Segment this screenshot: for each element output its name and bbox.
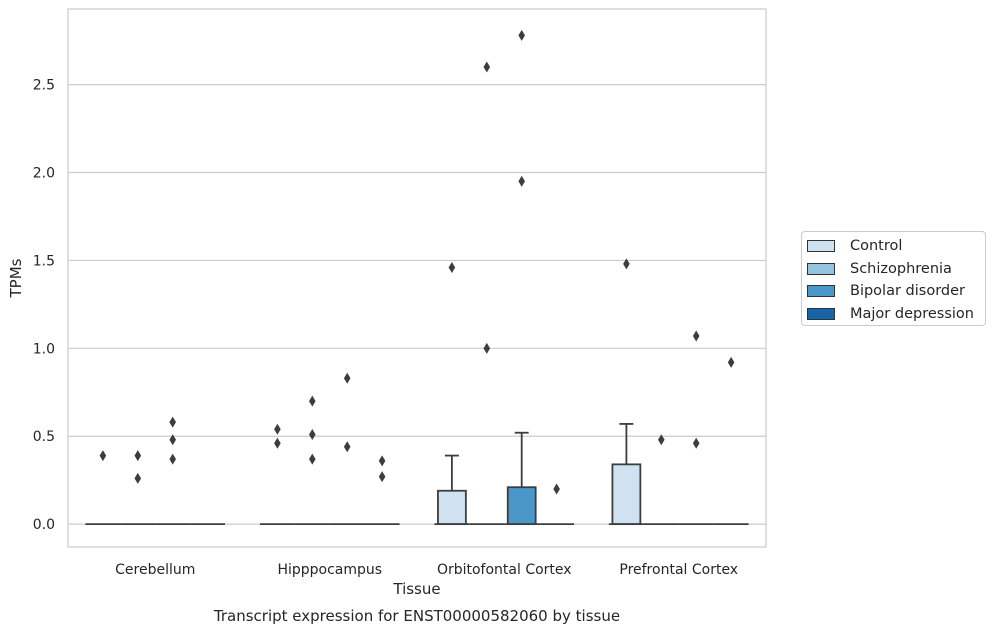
outlier-bipolar-disorder-hipppocampus-1 — [343, 372, 351, 384]
chart-title: Transcript expression for ENST0000058206… — [213, 607, 620, 625]
outlier-major-depression-hipppocampus-0 — [378, 471, 386, 483]
legend-label-control: Control — [850, 238, 903, 255]
outlier-bipolar-disorder-prefrontal-cortex-0 — [692, 437, 700, 449]
legend-item-bipolar-disorder: Bipolar disorder — [807, 280, 985, 303]
outlier-control-hipppocampus-0 — [274, 437, 281, 449]
y-tick-label-3: 1.5 — [33, 253, 55, 269]
x-tick-label-prefrontal-cortex: Prefrontal Cortex — [619, 562, 738, 578]
outlier-bipolar-disorder-cerebellum-1 — [169, 434, 176, 446]
outlier-schizophrenia-hipppocampus-1 — [309, 428, 316, 440]
outlier-schizophrenia-hipppocampus-0 — [309, 453, 316, 465]
outlier-schizophrenia-hipppocampus-2 — [309, 395, 316, 407]
x-tick-labels: Cerebellum Hipppocampus Orbitofontal Corte… — [115, 562, 738, 578]
y-tick-label-0: 0.0 — [33, 517, 55, 533]
box-control-prefrontal-cortex — [608, 423, 644, 526]
outlier-control-hipppocampus-1 — [274, 423, 281, 435]
outlier-major-depression-orbitofontal-cortex-0 — [553, 483, 560, 495]
y-tick-label-4: 2.0 — [33, 166, 55, 182]
outlier-bipolar-disorder-prefrontal-cortex-1 — [692, 330, 700, 342]
x-axis-label: Tissue — [392, 580, 440, 598]
x-tick-label-cerebellum: Cerebellum — [115, 562, 195, 578]
x-tick-label-orbitofontal-cortex: Orbitofontal Cortex — [437, 562, 572, 578]
box-bipolar-disorder-orbitofontal-cortex — [504, 431, 540, 526]
outlier-control-prefrontal-cortex-0 — [623, 258, 630, 270]
legend-label-major-depression: Major depression — [850, 305, 974, 322]
y-tick-label-2: 1.0 — [33, 341, 55, 357]
legend-item-control: Control — [807, 235, 985, 258]
legend-swatch-control — [807, 240, 835, 253]
y-axis-label: TPMs — [7, 258, 25, 298]
y-tick-label-5: 2.5 — [33, 78, 55, 94]
outlier-schizophrenia-orbitofontal-cortex-1 — [483, 61, 491, 73]
box-body — [611, 463, 642, 526]
plot-area-frame — [67, 8, 767, 548]
outlier-major-depression-prefrontal-cortex-0 — [727, 356, 735, 368]
outlier-bipolar-disorder-cerebellum-2 — [169, 416, 176, 428]
y-tick-labels: 0.0 0.5 1.0 1.5 2.0 2.5 — [33, 78, 55, 534]
legend-swatch-schizophrenia — [807, 262, 835, 275]
legend: Control Schizophrenia Bipolar disorder M… — [801, 231, 986, 326]
outlier-points — [99, 29, 735, 495]
outlier-control-cerebellum-0 — [99, 450, 107, 462]
box-series — [85, 423, 749, 526]
box-body — [437, 489, 467, 526]
outlier-schizophrenia-orbitofontal-cortex-0 — [483, 342, 491, 354]
outlier-major-depression-hipppocampus-1 — [378, 455, 386, 467]
outlier-schizophrenia-cerebellum-1 — [134, 450, 142, 462]
x-tick-label-hipppocampus: Hipppocampus — [277, 562, 382, 578]
y-tick-label-1: 0.5 — [33, 429, 55, 445]
outlier-schizophrenia-prefrontal-cortex-0 — [658, 434, 665, 446]
legend-item-major-depression: Major depression — [807, 303, 985, 326]
outlier-control-orbitofontal-cortex-0 — [448, 261, 456, 273]
legend-item-schizophrenia: Schizophrenia — [807, 258, 985, 281]
legend-swatch-bipolar-disorder — [807, 285, 835, 298]
outlier-bipolar-disorder-hipppocampus-0 — [343, 441, 351, 453]
outlier-bipolar-disorder-cerebellum-0 — [169, 453, 176, 465]
outlier-schizophrenia-cerebellum-0 — [134, 472, 142, 484]
legend-label-schizophrenia: Schizophrenia — [850, 260, 952, 277]
legend-swatch-major-depression — [807, 307, 835, 320]
outlier-bipolar-disorder-orbitofontal-cortex-1 — [518, 29, 525, 41]
box-control-orbitofontal-cortex — [434, 454, 470, 526]
legend-label-bipolar-disorder: Bipolar disorder — [850, 283, 965, 300]
outlier-bipolar-disorder-orbitofontal-cortex-0 — [518, 175, 525, 187]
box-body — [506, 486, 537, 526]
